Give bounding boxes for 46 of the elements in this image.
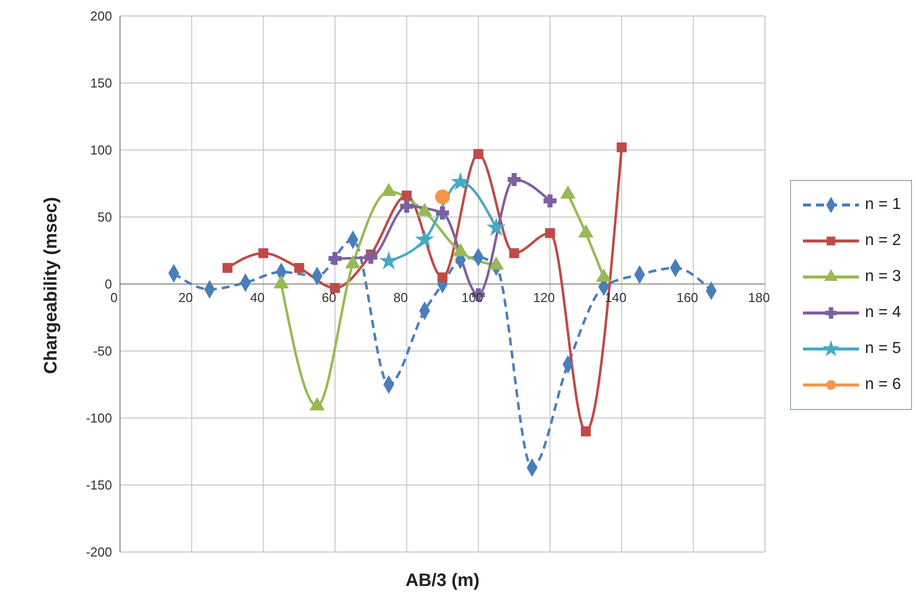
legend-label: n = 3 [864, 268, 901, 286]
point [435, 190, 450, 204]
y-tick-label: -150 [86, 478, 112, 493]
legend-label: n = 6 [864, 376, 901, 394]
y-tick-label: -50 [93, 344, 112, 359]
x-axis-title: AB/3 (m) [405, 570, 480, 590]
point [509, 248, 520, 258]
legend-label: n = 1 [864, 196, 901, 214]
point [508, 172, 521, 186]
point [364, 250, 378, 264]
point [545, 228, 555, 238]
y-tick-label: 150 [90, 76, 112, 91]
x-tick-label: 20 [178, 290, 193, 305]
y-tick-label: 100 [90, 142, 112, 158]
point [473, 149, 484, 159]
y-axis-title: Chargeability (msec) [40, 196, 60, 374]
point [330, 283, 340, 293]
point [438, 272, 448, 282]
legend-label: n = 2 [864, 232, 901, 250]
point [616, 142, 627, 152]
x-tick-label: 180 [748, 290, 770, 305]
x-tick-label: 60 [322, 290, 336, 305]
point [380, 252, 398, 269]
x-tick-label: 80 [393, 290, 408, 305]
y-tick-label: 50 [98, 210, 112, 225]
point [222, 262, 232, 273]
x-tick-label: 40 [250, 290, 265, 305]
point [580, 426, 591, 436]
y-tick-label: -100 [86, 410, 112, 426]
point [400, 200, 414, 213]
point [488, 218, 505, 236]
point [294, 262, 304, 273]
legend-label: n = 5 [864, 340, 901, 358]
point [258, 248, 268, 258]
point [416, 230, 434, 248]
y-tick-label: 0 [104, 276, 112, 292]
point [402, 190, 412, 201]
point [452, 173, 469, 190]
y-tick-label: -200 [86, 544, 112, 560]
x-tick-label: 120 [533, 290, 555, 305]
point [436, 206, 449, 220]
point [544, 194, 556, 208]
y-tick-label: 200 [90, 8, 112, 24]
x-tick-label: 160 [676, 290, 698, 305]
point [328, 252, 342, 266]
legend-label: n = 4 [864, 304, 901, 322]
